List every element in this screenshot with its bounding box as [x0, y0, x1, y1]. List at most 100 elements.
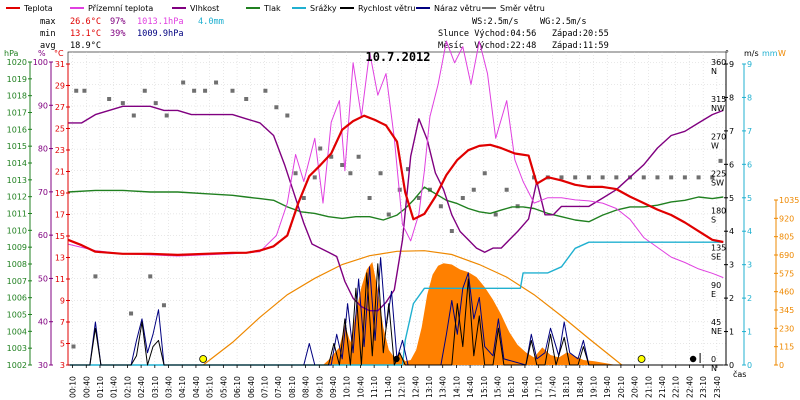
- axis-pct-label-5: 80: [38, 145, 48, 154]
- unit-watts: W: [778, 49, 786, 58]
- axis-ms-label-5: 5: [729, 194, 734, 203]
- x-tick-label-10: 05:10: [206, 376, 215, 398]
- axis-hpa-label-5: 1007: [7, 277, 27, 286]
- axis-w-label-0: 0: [779, 361, 784, 370]
- legend-label-3: Tlak: [263, 4, 281, 13]
- axis-ms-label-6: 6: [729, 160, 734, 169]
- x-tick-label-9: 04:40: [192, 376, 201, 398]
- axis-hpa-label-1: 1003: [7, 344, 27, 353]
- wind-dir-point-3: [120, 101, 125, 106]
- axis-degc-label-9: 21: [55, 168, 65, 177]
- axis-hpa-label-9: 1011: [7, 210, 27, 219]
- axis-dir-label-4: S: [711, 216, 716, 225]
- wind-dir-point-57: [148, 274, 153, 279]
- wind-dir-point-11: [214, 80, 219, 85]
- axis-ms-label-1: 1: [729, 328, 734, 337]
- x-tick-label-7: 03:40: [165, 376, 174, 398]
- wind-dir-point-58: [161, 303, 166, 308]
- solar-layer: [68, 250, 724, 366]
- axis-degc-label-3: 9: [60, 297, 65, 306]
- series-sr-ky: [68, 241, 724, 366]
- x-tick-label-47: 23:40: [713, 376, 722, 398]
- axis-mm-label-7: 7: [747, 127, 752, 136]
- x-tick-label-43: 21:40: [658, 376, 667, 398]
- x-tick-label-36: 18:10: [562, 376, 571, 398]
- x-tick-label-18: 09:10: [315, 376, 324, 398]
- x-tick-label-31: 15:40: [494, 376, 503, 398]
- x-tick-label-22: 11:10: [370, 376, 379, 398]
- axis-hpa-label-12: 1014: [7, 159, 27, 168]
- axis-degc-label-0: 3: [60, 361, 65, 370]
- wind-speed-now: WS:2.5m/s: [472, 17, 519, 27]
- axis-hpa-label-7: 1009: [7, 243, 27, 252]
- x-tick-label-44: 22:10: [672, 376, 681, 398]
- x-tick-label-16: 08:10: [288, 376, 297, 398]
- wind-dir-point-7: [164, 113, 169, 118]
- wind-dir-point-53: [710, 175, 715, 180]
- axis-degc-label-4: 11: [55, 275, 65, 284]
- x-tick-label-35: 17:40: [548, 376, 557, 398]
- wind-dir-point-30: [416, 196, 421, 200]
- wind-dir-point-44: [586, 175, 591, 180]
- x-tick-label-25: 12:40: [411, 376, 420, 398]
- axis-dir-deg-2: 90: [711, 281, 721, 290]
- axis-w-label-7: 805: [779, 233, 794, 242]
- x-tick-label-12: 06:10: [233, 376, 242, 398]
- x-tick-label-39: 19:40: [603, 376, 612, 398]
- axis-hpa-label-11: 1013: [7, 176, 27, 185]
- axis-dir-label-5: SW: [711, 178, 724, 187]
- wind-gust-now: WG:2.5m/s: [540, 17, 587, 27]
- x-tick-label-20: 10:10: [343, 376, 352, 398]
- wind-dir-point-5: [142, 88, 147, 93]
- axis-dir-deg-6: 270: [711, 132, 726, 141]
- axes: 1002100310041005100610071008100910101011…: [7, 58, 800, 373]
- axis-ms-label-4: 4: [729, 227, 734, 236]
- legend-label-6: Náraz větru: [434, 4, 481, 13]
- axis-dir-label-0: N: [711, 364, 717, 373]
- wind-dir-point-55: [93, 274, 98, 279]
- wind-dir-point-24: [356, 154, 361, 159]
- x-tick-label-11: 05:40: [219, 376, 228, 398]
- series-teplota: [67, 114, 724, 256]
- axis-hpa-label-3: 1005: [7, 311, 27, 320]
- axis-pct-label-2: 50: [38, 274, 48, 283]
- wind-dir-point-29: [405, 167, 410, 172]
- wind-dir-point-6: [153, 101, 158, 106]
- axis-dir-label-3: SE: [711, 253, 721, 262]
- stat-max-temp: 26.6°C: [70, 17, 101, 27]
- x-tick-label-27: 13:40: [439, 376, 448, 398]
- stat-rain-total: 4.0mm: [198, 17, 224, 27]
- axis-dir-deg-3: 135: [711, 244, 726, 253]
- wind-dir-point-27: [386, 212, 391, 217]
- x-tick-label-28: 14:10: [452, 376, 461, 398]
- axis-dir-label-2: E: [711, 290, 716, 299]
- legend-label-4: Srážky: [310, 4, 337, 13]
- axis-degc-label-12: 27: [55, 103, 65, 112]
- x-tick-label-30: 15:10: [480, 376, 489, 398]
- axis-dir-deg-0: 0: [711, 355, 716, 364]
- stat-min-humidity: 39%: [110, 29, 126, 39]
- axis-dir-label-1: NE: [711, 327, 722, 336]
- axis-mm-label-1: 1: [747, 328, 752, 337]
- axis-w-label-4: 460: [779, 288, 794, 297]
- axis-hpa-label-14: 1016: [7, 125, 27, 134]
- axis-units: hPa % °C ° m/s mm W čas: [4, 49, 786, 379]
- x-tick-label-21: 10:40: [356, 376, 365, 398]
- x-tick-label-1: 00:40: [82, 376, 91, 398]
- wind-dir-point-54: [718, 158, 723, 163]
- axis-ms-label-8: 8: [729, 93, 734, 102]
- wind-dir-point-10: [203, 88, 208, 93]
- wind-dir-point-42: [559, 175, 564, 180]
- x-tick-label-46: 23:10: [699, 376, 708, 398]
- legend-label-0: Teplota: [23, 4, 53, 13]
- axis-ms-label-3: 3: [729, 261, 734, 270]
- x-tick-label-38: 19:10: [589, 376, 598, 398]
- x-tick-label-13: 06:40: [247, 376, 256, 398]
- x-tick-label-34: 17:10: [535, 376, 544, 398]
- x-tick-label-4: 02:10: [123, 376, 132, 398]
- axis-dir-deg-5: 225: [711, 169, 726, 178]
- legend-label-7: Směr větru: [500, 4, 545, 13]
- x-tick-label-2: 01:10: [96, 376, 105, 398]
- axis-degc-label-14: 31: [55, 60, 65, 69]
